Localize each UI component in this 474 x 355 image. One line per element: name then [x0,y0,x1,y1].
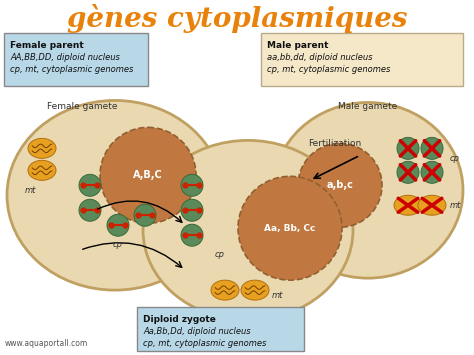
Circle shape [79,199,101,221]
FancyBboxPatch shape [4,33,148,87]
Circle shape [107,214,129,236]
Text: mt: mt [24,186,36,195]
FancyBboxPatch shape [261,33,463,87]
Ellipse shape [394,195,422,215]
Circle shape [397,137,419,159]
Circle shape [421,162,443,183]
Circle shape [421,137,443,159]
FancyBboxPatch shape [137,307,304,351]
Circle shape [298,143,382,227]
Text: Male gamete: Male gamete [338,103,398,111]
Text: a,b,c: a,b,c [327,180,354,190]
Text: Aa, Bb, Cc: Aa, Bb, Cc [264,224,316,233]
Circle shape [100,127,196,223]
Circle shape [397,162,419,183]
Ellipse shape [28,160,56,180]
Circle shape [134,204,156,226]
Text: cp, mt, cytoplasmic genomes: cp, mt, cytoplasmic genomes [267,65,391,73]
Ellipse shape [7,100,223,290]
Text: Female parent: Female parent [10,40,84,50]
Ellipse shape [28,138,56,158]
Text: cp: cp [113,240,123,249]
Text: cp: cp [215,250,225,259]
Text: cp, mt, cytoplasmic genomes: cp, mt, cytoplasmic genomes [10,65,133,73]
Text: Aa,Bb,Dd, diploid nucleus: Aa,Bb,Dd, diploid nucleus [143,327,251,336]
Ellipse shape [143,140,353,320]
Text: Female gamete: Female gamete [47,103,117,111]
Ellipse shape [241,280,269,300]
Text: Male parent: Male parent [267,40,328,50]
Text: aa,bb,dd, diploid nucleus: aa,bb,dd, diploid nucleus [267,53,373,61]
Ellipse shape [211,280,239,300]
Text: A,B,C: A,B,C [133,170,163,180]
Text: www.aquaportall.com: www.aquaportall.com [5,339,88,348]
Text: Fertilization: Fertilization [309,140,362,148]
Circle shape [79,174,101,196]
Circle shape [181,174,203,196]
Circle shape [181,199,203,221]
Text: gènes cytoplasmiques: gènes cytoplasmiques [67,4,407,33]
Circle shape [238,176,342,280]
Text: cp, mt, cytoplasmic genomes: cp, mt, cytoplasmic genomes [143,339,266,348]
Ellipse shape [273,103,463,278]
Text: mt: mt [450,201,461,210]
Text: Diploid zygote: Diploid zygote [143,315,216,324]
Text: AA,BB,DD, diploid nucleus: AA,BB,DD, diploid nucleus [10,53,120,61]
Text: cp: cp [450,154,460,163]
Text: mt: mt [272,291,283,300]
Ellipse shape [418,195,446,215]
Circle shape [181,224,203,246]
